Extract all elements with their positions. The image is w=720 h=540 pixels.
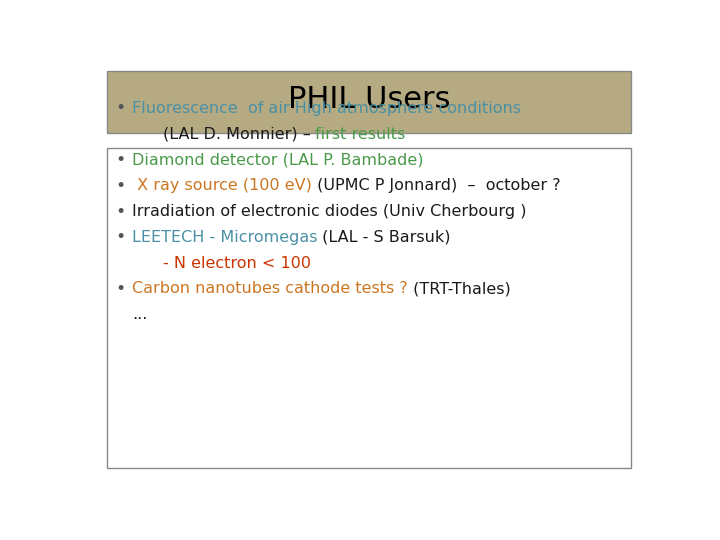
Text: •: • — [115, 228, 125, 246]
Text: •: • — [115, 151, 125, 169]
Text: LEETECH - Micromegas: LEETECH - Micromegas — [132, 230, 318, 245]
Text: Irradiation of electronic diodes (Univ Cherbourg ): Irradiation of electronic diodes (Univ C… — [132, 204, 526, 219]
Text: - N electron < 100: - N electron < 100 — [163, 255, 310, 271]
FancyBboxPatch shape — [107, 148, 631, 468]
Text: (LAL D. Monnier) –: (LAL D. Monnier) – — [163, 127, 315, 141]
Text: X ray source (100 eV): X ray source (100 eV) — [132, 178, 312, 193]
Text: •: • — [115, 177, 125, 195]
Text: (LAL - S Barsuk): (LAL - S Barsuk) — [318, 230, 451, 245]
Text: Carbon nanotubes cathode tests ?: Carbon nanotubes cathode tests ? — [132, 281, 408, 296]
Text: Fluorescence  of air High atmosphere conditions: Fluorescence of air High atmosphere cond… — [132, 101, 521, 116]
Text: •: • — [115, 280, 125, 298]
Text: PHIL Users: PHIL Users — [288, 85, 450, 113]
Text: •: • — [115, 202, 125, 220]
Text: first results: first results — [315, 127, 405, 141]
Text: •: • — [115, 99, 125, 118]
Text: ...: ... — [132, 307, 147, 322]
FancyBboxPatch shape — [107, 71, 631, 133]
Text: Diamond detector (LAL P. Bambade): Diamond detector (LAL P. Bambade) — [132, 152, 423, 167]
Text: (TRT-Thales): (TRT-Thales) — [408, 281, 510, 296]
Text: (UPMC P Jonnard)  –  october ?: (UPMC P Jonnard) – october ? — [312, 178, 560, 193]
